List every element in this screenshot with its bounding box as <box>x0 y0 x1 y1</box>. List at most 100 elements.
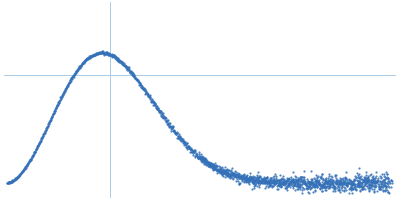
Point <box>131 74 138 77</box>
Point <box>108 53 114 56</box>
Point <box>278 182 284 185</box>
Point <box>79 62 85 66</box>
Point <box>210 167 217 170</box>
Point <box>56 100 62 103</box>
Point <box>96 52 102 55</box>
Point <box>299 191 306 195</box>
Point <box>246 178 252 181</box>
Point <box>143 90 149 93</box>
Point <box>225 172 232 175</box>
Point <box>340 180 346 183</box>
Point <box>224 168 230 171</box>
Point <box>56 101 62 104</box>
Point <box>332 185 338 188</box>
Point <box>170 126 176 129</box>
Point <box>130 74 136 78</box>
Point <box>110 55 117 58</box>
Point <box>180 139 187 143</box>
Point <box>151 101 158 104</box>
Point <box>125 67 131 70</box>
Point <box>107 52 113 56</box>
Point <box>270 178 276 182</box>
Point <box>269 185 275 188</box>
Point <box>130 72 136 76</box>
Point <box>272 181 278 184</box>
Point <box>378 182 385 185</box>
Point <box>358 180 365 184</box>
Point <box>60 93 66 96</box>
Point <box>80 61 86 64</box>
Point <box>238 177 245 181</box>
Point <box>36 141 43 144</box>
Point <box>297 185 304 188</box>
Point <box>384 175 390 178</box>
Point <box>276 180 282 183</box>
Point <box>198 153 204 156</box>
Point <box>185 145 191 148</box>
Point <box>366 186 372 189</box>
Point <box>255 178 262 181</box>
Point <box>301 169 308 173</box>
Point <box>293 178 299 182</box>
Point <box>229 170 235 173</box>
Point <box>343 188 350 191</box>
Point <box>376 184 382 187</box>
Point <box>54 104 60 107</box>
Point <box>86 56 93 59</box>
Point <box>20 170 26 173</box>
Point <box>306 180 312 183</box>
Point <box>340 180 347 183</box>
Point <box>120 63 126 66</box>
Point <box>380 178 387 181</box>
Point <box>363 180 369 183</box>
Point <box>95 51 101 55</box>
Point <box>327 180 334 183</box>
Point <box>380 184 387 187</box>
Point <box>331 185 338 189</box>
Point <box>363 173 370 176</box>
Point <box>254 179 260 182</box>
Point <box>62 87 68 91</box>
Point <box>367 183 374 186</box>
Point <box>308 177 314 181</box>
Point <box>280 182 287 185</box>
Point <box>148 100 154 103</box>
Point <box>286 178 292 181</box>
Point <box>8 180 15 183</box>
Point <box>201 158 207 161</box>
Point <box>332 189 338 192</box>
Point <box>299 188 305 191</box>
Point <box>167 124 173 127</box>
Point <box>168 130 174 133</box>
Point <box>209 164 215 168</box>
Point <box>23 164 30 167</box>
Point <box>336 180 342 183</box>
Point <box>213 167 220 170</box>
Point <box>275 188 282 191</box>
Point <box>375 178 381 182</box>
Point <box>268 183 274 187</box>
Point <box>176 134 183 138</box>
Point <box>278 184 284 187</box>
Point <box>32 150 38 153</box>
Point <box>146 94 152 97</box>
Point <box>366 179 372 182</box>
Point <box>236 175 242 178</box>
Point <box>90 54 96 57</box>
Point <box>124 66 130 69</box>
Point <box>184 147 190 151</box>
Point <box>32 149 39 152</box>
Point <box>112 57 119 60</box>
Point <box>293 180 300 183</box>
Point <box>298 176 304 179</box>
Point <box>286 179 293 182</box>
Point <box>54 105 60 108</box>
Point <box>259 178 266 181</box>
Point <box>136 81 143 84</box>
Point <box>323 178 329 181</box>
Point <box>332 174 339 177</box>
Point <box>212 164 218 167</box>
Point <box>54 103 61 107</box>
Point <box>288 181 294 185</box>
Point <box>228 167 235 170</box>
